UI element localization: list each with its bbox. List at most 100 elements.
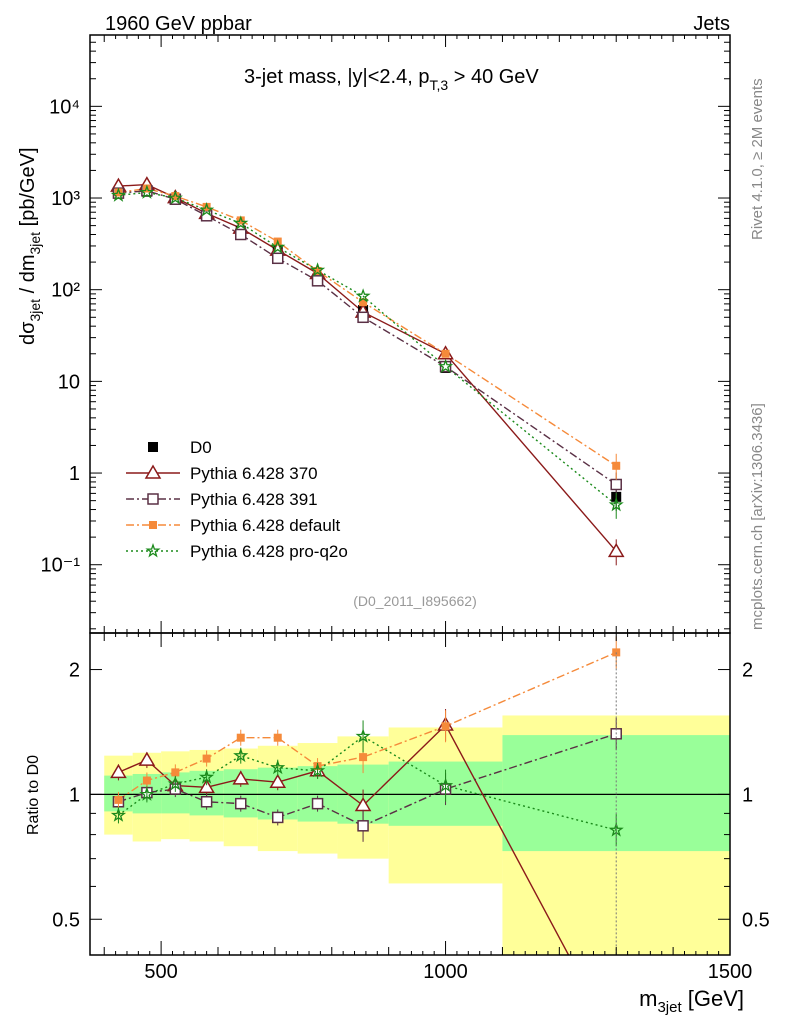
ratio-point-pq2o	[270, 759, 286, 775]
ratio-line-p370	[118, 723, 570, 955]
main-point-pq2o	[437, 358, 454, 374]
mcplots-label: mcplots.cern.ch [arXiv:1306.3436]	[749, 403, 766, 630]
ratio-point-pdefault	[359, 753, 368, 762]
ratio-lines-clipped	[117, 651, 617, 955]
main-point-pq2o	[309, 262, 326, 277]
xlabel-subscript: 3jet	[657, 999, 682, 1016]
xlabel-unit: [GeV]	[682, 986, 744, 1011]
ratio-point-pdefault	[236, 733, 245, 742]
legend-label-p391: Pythia 6.428 391	[190, 490, 318, 509]
main-line-p370	[118, 183, 617, 552]
main-ytick-label: 1	[69, 463, 80, 485]
main-series-markers	[110, 176, 625, 566]
ratio-point-p391	[200, 796, 213, 808]
legend-marker-p391	[147, 493, 159, 505]
main-ytick-label: 10²	[51, 280, 80, 302]
main-point-pq2o	[233, 215, 249, 230]
ratio-point-pq2o	[110, 807, 127, 822]
main-ylabel-tail: [pb/GeV]	[17, 147, 39, 232]
legend: D0 Pythia 6.428 370 Pythia 6.428 391 Pythia…	[126, 438, 348, 561]
ratio-point-pq2o	[233, 747, 249, 763]
main-ylabel-sub2: 3jet	[27, 232, 43, 255]
main-point-p370	[607, 542, 625, 558]
ratio-line-p391	[118, 733, 617, 827]
main-ylabel-mid: / dm	[17, 255, 39, 299]
xtick-label: 1500	[708, 961, 753, 983]
xlabel-m: m	[639, 986, 657, 1011]
analysis-watermark: (D0_2011_I895662)	[353, 593, 477, 609]
ratio-point-p370	[269, 773, 287, 788]
main-point-pq2o	[270, 239, 286, 254]
main-point-pq2o	[355, 288, 371, 303]
main-point-p391	[311, 275, 324, 287]
main-point-pdefault	[313, 266, 322, 275]
legend-label-p370: Pythia 6.428 370	[190, 464, 318, 483]
ratio-point-p391	[357, 820, 369, 832]
main-frame	[89, 34, 731, 634]
ratio-point-pdefault	[273, 733, 282, 742]
ratio-point-pdefault	[441, 722, 450, 731]
main-point-pdefault	[142, 184, 151, 193]
legend-marker-pq2o	[145, 542, 161, 558]
ratio-uncertainty-bands	[90, 715, 730, 955]
ratio-point-pq2o	[199, 769, 215, 784]
ratio-point-pq2o	[139, 786, 155, 801]
rivet-label: Rivet 4.1.0, ≥ 2M events	[749, 78, 766, 240]
main-ytick-label: 10⁻¹	[41, 555, 81, 577]
xtick-label: 500	[144, 961, 177, 983]
main-ylabel-dsigma: dσ	[17, 321, 39, 345]
ratio-series-lines	[117, 651, 617, 955]
legend-marker-p370	[144, 464, 162, 479]
ratio-point-p391	[311, 797, 324, 810]
ratio-ytick-label-left: 1	[69, 784, 80, 806]
header-right: Jets	[693, 13, 730, 35]
xlabel: m3jet [GeV]	[639, 986, 744, 1016]
ratio-ytick-label-left: 0.5	[52, 909, 80, 931]
ratio-point-pdefault	[202, 754, 211, 763]
legend-label-d0: D0	[190, 438, 212, 457]
main-point-pq2o	[139, 184, 155, 199]
ratio-point-p370	[198, 778, 215, 794]
main-point-pq2o	[167, 189, 183, 205]
main-ylabel: dσ3jet / dm3jet [pb/GeV]	[17, 147, 43, 345]
main-point-pq2o	[198, 201, 215, 217]
ratio-point-pdefault	[142, 776, 151, 785]
main-line-p391	[118, 190, 617, 486]
ratio-point-pq2o	[309, 762, 326, 778]
ratio-ylabel: Ratio to D0	[25, 755, 42, 835]
xtick-label: 1000	[423, 961, 468, 983]
ratio-point-pdefault	[114, 795, 123, 804]
main-point-pdefault	[359, 298, 368, 307]
ratio-point-p370	[110, 763, 127, 779]
legend-label-pq2o: Pythia 6.428 pro-q2o	[190, 542, 348, 561]
main-point-p391	[235, 228, 247, 241]
ratio-line-pq2o	[117, 735, 617, 831]
main-point-pdefault	[612, 461, 621, 470]
header-left: 1960 GeV ppbar	[105, 13, 252, 35]
main-point-pdefault	[171, 192, 180, 201]
legend-label-pdefault: Pythia 6.428 default	[190, 516, 341, 535]
main-ylabel-sub1: 3jet	[27, 299, 43, 322]
main-point-pdefault	[236, 216, 245, 225]
ratio-ytick-label-right: 2	[742, 660, 753, 682]
main-title: 3-jet mass, |y|<2.4, pT,3 > 40 GeV	[244, 66, 539, 93]
ratio-ytick-label-right: 1	[742, 784, 753, 806]
main-title-subscript: T,3	[429, 77, 448, 93]
main-point-pq2o	[110, 187, 127, 202]
main-series-lines	[118, 183, 617, 552]
main-point-p391	[610, 478, 622, 491]
legend-marker-pdefault	[149, 521, 157, 529]
main-ytick-label: 10	[58, 371, 80, 393]
ratio-point-p370	[232, 770, 250, 785]
ratio-series-markers	[110, 636, 624, 955]
ratio-point-p370	[138, 751, 156, 766]
ratio-point-p391	[271, 811, 284, 824]
ratio-ytick-label-left: 2	[69, 660, 80, 682]
main-point-pdefault	[114, 188, 123, 197]
main-ytick-label: 10⁴	[49, 96, 80, 118]
main-point-pdefault	[441, 349, 450, 358]
main-point-pdefault	[202, 202, 211, 211]
ratio-line-pdefault	[118, 651, 617, 801]
ratio-point-p391	[235, 797, 247, 810]
